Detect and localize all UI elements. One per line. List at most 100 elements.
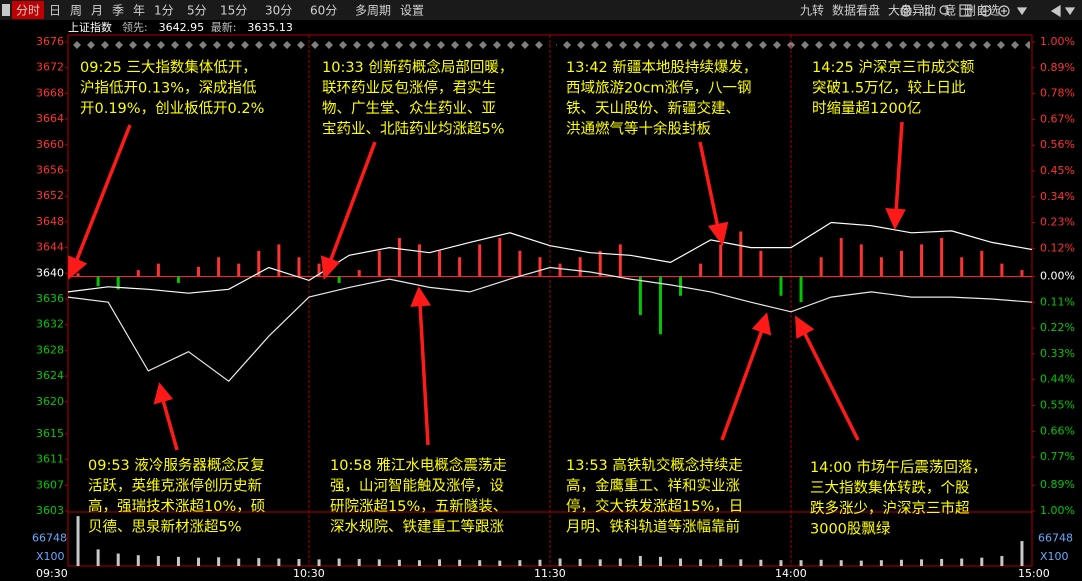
volume-bar <box>197 557 201 566</box>
strength-bar <box>799 276 803 303</box>
toolbar-tab[interactable]: 年 <box>133 4 145 18</box>
strength-bar <box>96 276 100 287</box>
strength-bar <box>839 237 843 277</box>
strength-bar <box>879 257 883 277</box>
toolbar-button[interactable]: 删自选 <box>964 4 1000 18</box>
y-tick-label: 3676 <box>36 35 64 48</box>
y-tick-label: 3607 <box>36 478 64 491</box>
strength-bar <box>156 263 160 277</box>
y2-tick-label: 0.34% <box>1040 190 1075 203</box>
volume-bar <box>417 560 421 566</box>
strength-bar <box>377 250 381 277</box>
volume-bar <box>779 560 783 566</box>
toolbar-tab[interactable]: 设置 <box>400 4 424 18</box>
volume-bar <box>739 559 743 566</box>
volume-unit: X100 <box>1040 550 1069 563</box>
strength-bar <box>980 250 984 277</box>
toolbar-tab[interactable]: 分时 <box>16 4 40 18</box>
volume-bar <box>538 559 542 566</box>
strength-bar <box>658 276 662 335</box>
info-last-label: 最新: <box>211 20 237 34</box>
volume-bar <box>920 559 924 566</box>
strength-bar <box>940 237 944 277</box>
toolbar-tab[interactable]: 月 <box>91 4 103 18</box>
strength-bar <box>257 250 261 277</box>
strength-bar <box>618 244 622 277</box>
toolbar-tab[interactable]: 季 <box>112 4 124 18</box>
annotation-line: 活跃，英维克涨停创历史新 <box>88 477 262 495</box>
volume-bar <box>337 558 341 566</box>
volume-bar <box>237 558 241 566</box>
toolbar-tab[interactable]: 多周期 <box>355 4 391 18</box>
strength-bar <box>317 263 321 277</box>
annotation-line: 10:33 创新药概念局部回暖， <box>322 58 513 76</box>
toolbar-button[interactable]: 九转 <box>800 3 824 18</box>
toolbar-tab[interactable]: 30分 <box>265 4 292 18</box>
annotation-line: 月明、铁科轨道等涨幅靠前 <box>566 518 740 536</box>
volume-bar <box>217 557 221 566</box>
strength-bar <box>478 244 482 277</box>
y2-tick-label: 0.77% <box>1040 450 1075 463</box>
x-tick-label: 10:30 <box>293 567 325 580</box>
strength-bar <box>136 270 140 277</box>
volume-bar <box>317 559 321 566</box>
y-tick-label: 3615 <box>36 427 64 440</box>
volume-bar <box>759 559 763 566</box>
info-bar <box>0 20 1082 35</box>
annotation-line: 停，交大铁发涨超15%，日 <box>566 497 743 515</box>
y2-tick-label: 1.00% <box>1040 504 1075 517</box>
annotation-line: 14:25 沪深京三市成交额 <box>812 58 975 76</box>
volume-bar <box>1000 556 1004 566</box>
annotation-line: 高，金鹰重工、祥和实业涨 <box>566 478 740 495</box>
strength-bar <box>337 276 341 283</box>
strength-bar <box>197 266 201 277</box>
strength-bar <box>217 257 221 277</box>
y-tick-label: 3656 <box>36 163 64 176</box>
volume-bar <box>899 559 903 566</box>
volume-tick-label: 66748 <box>32 531 67 544</box>
annotation-line: 14:00 市场午后震荡回落， <box>810 459 987 476</box>
volume-bar <box>156 556 160 566</box>
volume-bar <box>96 549 100 566</box>
toolbar-tab[interactable]: 日 <box>49 4 61 18</box>
info-last: 3635.13 <box>247 21 293 34</box>
toolbar-tab[interactable]: 60分 <box>310 4 337 18</box>
y2-tick-label: 0.89% <box>1040 478 1075 491</box>
y2-tick-label: 0.89% <box>1040 61 1075 74</box>
strength-bar <box>237 263 241 277</box>
strength-bar <box>960 257 964 277</box>
y2-tick-label: 0.66% <box>1040 424 1075 437</box>
toolbar-tab[interactable]: 1分 <box>154 4 174 18</box>
y2-tick-label: 0.23% <box>1040 216 1075 229</box>
volume-bar <box>719 558 723 566</box>
annotation-line: 联环药业反包涨停，君实生 <box>322 80 496 97</box>
toolbar-button[interactable]: 大盘异动 <box>888 3 936 18</box>
toolbar-bg <box>0 0 1082 20</box>
event-markers <box>556 40 796 50</box>
y2-tick-label: 0.44% <box>1040 373 1075 386</box>
strength-bar <box>357 270 361 277</box>
toolbar-button[interactable]: 竞 <box>944 4 956 18</box>
y-tick-label: 3624 <box>36 369 64 382</box>
toolbar-tab[interactable]: 周 <box>70 4 82 18</box>
strength-bar <box>699 263 703 277</box>
strength-bar <box>176 276 180 283</box>
y2-tick-label: 0.33% <box>1040 347 1075 360</box>
toolbar-tab[interactable]: 15分 <box>220 4 247 18</box>
y2-tick-label: 0.00% <box>1040 270 1075 283</box>
strength-bar <box>598 250 602 277</box>
annotation-line: 研院涨超15%，五新隧装、 <box>330 498 507 515</box>
strength-bar <box>739 231 743 277</box>
volume-bar <box>679 558 683 566</box>
volume-bar <box>1020 541 1024 566</box>
toolbar-icons <box>2 4 1076 18</box>
toolbar-button[interactable]: 数据看盘 <box>832 3 880 18</box>
volume-bar <box>819 559 823 566</box>
annotation-line: 铁、天山股份、新疆交建、 <box>566 99 740 117</box>
y-tick-label: 3664 <box>36 112 64 125</box>
tab-active <box>12 1 44 19</box>
toolbar-tab[interactable]: 5分 <box>187 4 207 18</box>
y-tick-label: 3603 <box>36 504 64 517</box>
strength-bar <box>719 244 723 277</box>
info-lead: 3642.95 <box>159 21 205 34</box>
